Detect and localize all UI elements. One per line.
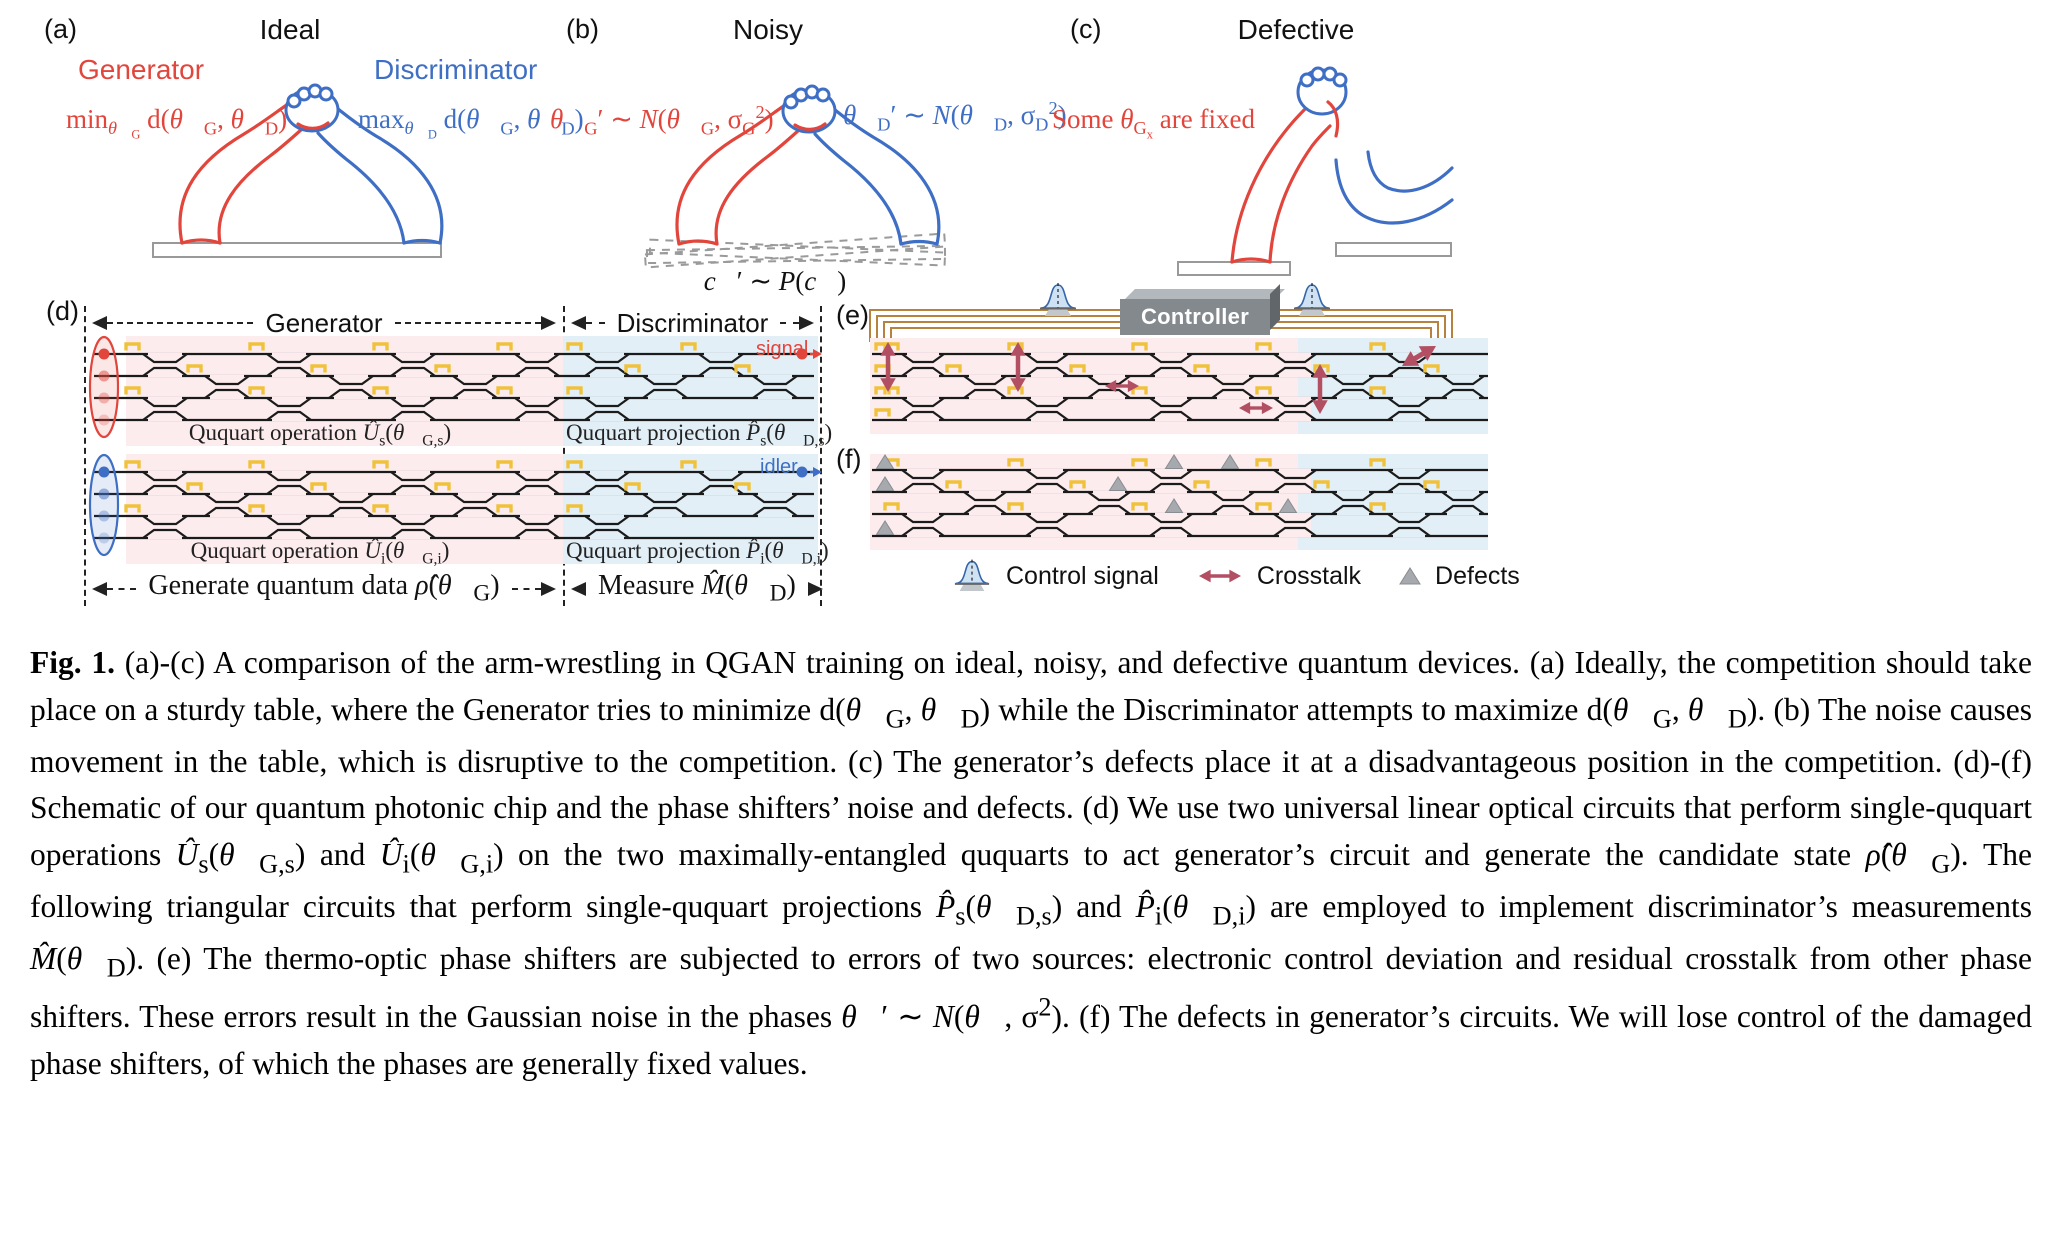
panel-title-noisy: Noisy <box>732 14 803 45</box>
shaky-table <box>643 232 947 269</box>
crosstalk-icon <box>1198 569 1241 583</box>
dashed-line <box>107 588 137 590</box>
noisy-phase-shifter-circuit <box>870 338 1488 434</box>
ququart-operation-idler-label: Ququart operation Ûi(θ⃗G,i) <box>190 538 450 568</box>
panel-letter-c: (c) <box>1070 14 1102 44</box>
discriminator-noise-formula: θ⃗D′ ∼ N(θ⃗D, σD2) <box>843 98 1067 135</box>
measure-label: Measure M̂(θ⃗D) <box>598 570 796 607</box>
controller-box: Controller <box>1120 299 1270 335</box>
panel-letter-f: (f) <box>836 444 862 474</box>
max-formula: maxθ⃗D d(θ⃗G, θ⃗D) <box>358 104 584 143</box>
idler-output-label: idler <box>760 456 798 478</box>
dashed-line <box>511 588 542 590</box>
arrow-right-icon <box>541 316 557 330</box>
panel-title-ideal: Ideal <box>259 14 321 45</box>
dashed-line <box>780 322 799 324</box>
arrow-left-icon <box>571 316 586 330</box>
dashed-line <box>394 322 542 324</box>
dashed-line <box>107 322 254 324</box>
defective-phase-shifter-circuit <box>870 454 1488 550</box>
measure-arrow: Measure M̂(θ⃗D) <box>571 570 823 607</box>
figure-number: Fig. 1. <box>30 645 115 680</box>
controller-label: Controller <box>1140 304 1250 329</box>
low-table <box>1177 261 1291 276</box>
arrow-left-icon <box>92 316 107 330</box>
legend-item-defects: Defects <box>1397 562 1520 591</box>
clasped-fists <box>284 83 340 133</box>
generator-idler-circuit <box>88 453 822 564</box>
discriminator-header: Discriminator <box>616 307 769 338</box>
arrow-right-icon <box>799 316 814 330</box>
legend-item-control-signal: Control signal <box>950 556 1159 596</box>
clasped-fists <box>1296 66 1348 138</box>
sturdy-table <box>152 242 442 258</box>
legend-item-crosstalk: Crosstalk <box>1195 562 1361 591</box>
left-dashed-boundary <box>84 306 86 606</box>
generator-noise-formula: θ⃗G′ ∼ N(θ⃗G, σG2) <box>550 102 774 139</box>
defect-icon <box>1399 567 1421 585</box>
defects-label: Defects <box>1435 561 1520 590</box>
ququart-operation-signal-label: Ququart operation Ûs(θ⃗G,s) <box>188 420 452 450</box>
generate-data-arrow: Generate quantum data ρ̂(θ⃗G) <box>92 570 557 607</box>
high-table <box>1335 242 1452 257</box>
panel-letter-e: (e) <box>836 300 869 330</box>
right-dashed-boundary <box>820 306 822 606</box>
generator-label: Generator <box>78 54 205 85</box>
control-bus-lines <box>869 283 1453 342</box>
ququart-projection-signal-label: Ququart projection P̂s(θ⃗D,s) <box>566 420 833 450</box>
arrow-right-icon <box>807 582 823 596</box>
fixed-phases-text: Some θGx are fixed <box>1052 104 1255 143</box>
crosstalk-label: Crosstalk <box>1256 561 1362 590</box>
table-noise-formula: c⃗′ ∼ P(c⃗) <box>703 266 847 296</box>
signal-output-label: signal <box>756 338 809 360</box>
arm-wrestling-defective-illustration <box>1177 66 1454 276</box>
figure-caption: Fig. 1. (a)-(c) A comparison of the arm-… <box>30 640 2032 1087</box>
clasped-fists <box>781 84 837 134</box>
dashed-line <box>586 322 605 324</box>
discriminator-section-arrow: Discriminator <box>571 308 814 338</box>
panel-letter-d: (d) <box>46 296 79 326</box>
legend: Control signal Crosstalk Defects <box>950 556 1556 596</box>
control-signal-icon <box>954 559 990 591</box>
panel-letter-b: (b) <box>566 14 599 44</box>
control-signal-label: Control signal <box>1006 561 1159 590</box>
generator-header: Generator <box>265 307 383 338</box>
generator-section-arrow: Generator <box>92 307 557 338</box>
panel-title-defective: Defective <box>1237 14 1355 45</box>
generator-signal-circuit <box>88 335 822 446</box>
arrow-left-icon <box>92 582 107 596</box>
panel-letter-a: (a) <box>44 14 77 44</box>
min-formula: minθ⃗G d(θ⃗G, θ⃗D) <box>66 104 288 143</box>
caption-body: (a)-(c) A comparison of the arm-wrestlin… <box>30 645 2033 1081</box>
arm-wrestling-ideal-illustration <box>152 83 444 258</box>
arrow-right-icon <box>541 582 557 596</box>
discriminator-label: Discriminator <box>374 54 538 85</box>
generate-quantum-data-label: Generate quantum data ρ̂(θ⃗G) <box>148 570 500 607</box>
arm-wrestling-noisy-illustration <box>643 84 947 269</box>
arrow-left-icon <box>571 582 586 596</box>
ququart-projection-idler-label: Ququart projection P̂i(θ⃗D,i) <box>566 538 829 568</box>
